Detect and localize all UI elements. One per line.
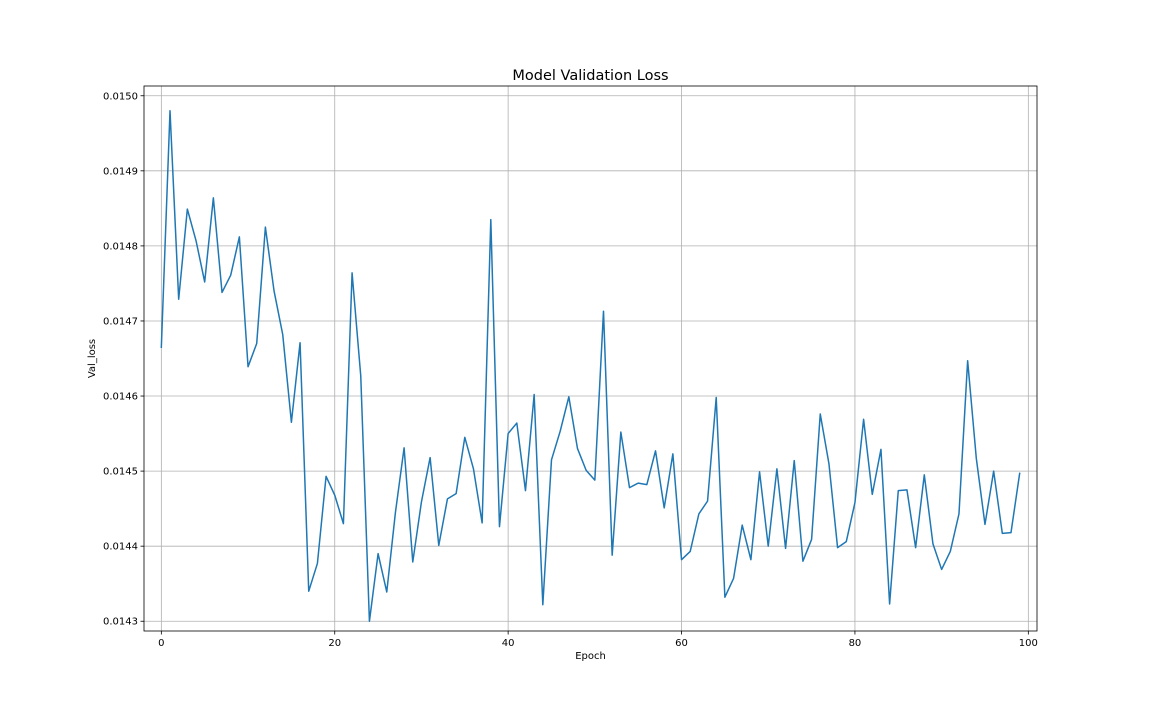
y-tick-label: 0.0144 (103, 542, 138, 553)
y-tick-label: 0.0149 (103, 166, 138, 177)
x-tick-label: 40 (502, 638, 515, 649)
y-tick-label: 0.0145 (103, 467, 138, 478)
y-axis-ticks: 0.0143 0.0144 0.0145 0.0146 0.0147 0.0148 0.01… (103, 91, 144, 628)
grid-lines (144, 86, 1037, 631)
y-tick-label: 0.0147 (103, 316, 138, 327)
x-tick-label: 20 (328, 638, 341, 649)
x-tick-label: 0 (158, 638, 164, 649)
x-axis-label: Epoch (575, 651, 606, 662)
y-tick-label: 0.0146 (103, 392, 138, 403)
x-tick-label: 60 (675, 638, 688, 649)
val-loss-series-line (160, 110, 1021, 622)
y-tick-label: 0.0148 (103, 241, 138, 252)
y-tick-label: 0.0150 (103, 91, 138, 102)
plot-area-frame (143, 85, 1038, 632)
x-axis-ticks: 0 20 40 60 80 100 (158, 631, 1038, 649)
y-axis-label: Val_loss (87, 339, 98, 378)
x-tick-label: 80 (849, 638, 862, 649)
y-tick-label: 0.0143 (103, 617, 138, 628)
x-tick-label: 100 (1019, 638, 1038, 649)
chart-title: Model Validation Loss (512, 68, 668, 84)
plot-area-background (144, 86, 1037, 631)
data-series (160, 110, 1021, 622)
